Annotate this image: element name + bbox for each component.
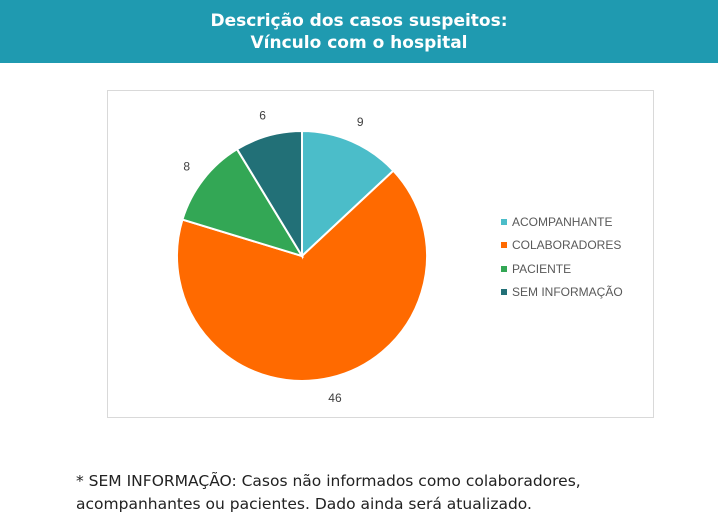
- header-banner: Descrição dos casos suspeitos: Vínculo c…: [0, 0, 718, 63]
- legend-swatch: [501, 289, 507, 296]
- pie-slice-paciente: [181, 147, 305, 258]
- pie-chart: 9 46 8 6 ACOMPANHANTE COLABORADORES PACIENTE S…: [107, 90, 654, 418]
- footnote-line2: acompanhantes ou pacientes. Dado ainda s…: [76, 495, 532, 513]
- header-title-line1: Descrição dos casos suspeitos:: [210, 10, 508, 31]
- data-label: 8: [183, 159, 190, 173]
- legend-label: COLABORADORES: [512, 238, 622, 253]
- legend-item: ACOMPANHANTE: [501, 210, 623, 234]
- pie-slice-sem-informa-o: [235, 129, 303, 260]
- data-label: 6: [259, 108, 266, 122]
- legend-label: PACIENTE: [512, 261, 572, 276]
- legend-item: PACIENTE: [501, 257, 623, 281]
- legend-label: SEM INFORMAÇÃO: [512, 285, 623, 300]
- pie-slice-acompanhante: [301, 129, 395, 259]
- data-label: 9: [357, 115, 364, 129]
- data-label: 46: [328, 391, 342, 405]
- footnote: * SEM INFORMAÇÃO: Casos não informados c…: [76, 470, 676, 516]
- chart-legend: ACOMPANHANTE COLABORADORES PACIENTE SEM INF…: [501, 210, 623, 304]
- legend-swatch: [501, 218, 507, 225]
- header-title-line2: Vínculo com o hospital: [250, 32, 468, 53]
- legend-label: ACOMPANHANTE: [512, 214, 613, 229]
- legend-swatch: [501, 242, 507, 249]
- pie-slice-colaboradores: [176, 169, 428, 382]
- legend-item: SEM INFORMAÇÃO: [501, 281, 623, 305]
- pie-chart-svg: 9 46 8 6: [176, 108, 428, 405]
- legend-item: COLABORADORES: [501, 234, 623, 258]
- footnote-line1: * SEM INFORMAÇÃO: Casos não informados c…: [76, 472, 581, 490]
- legend-swatch: [501, 265, 507, 272]
